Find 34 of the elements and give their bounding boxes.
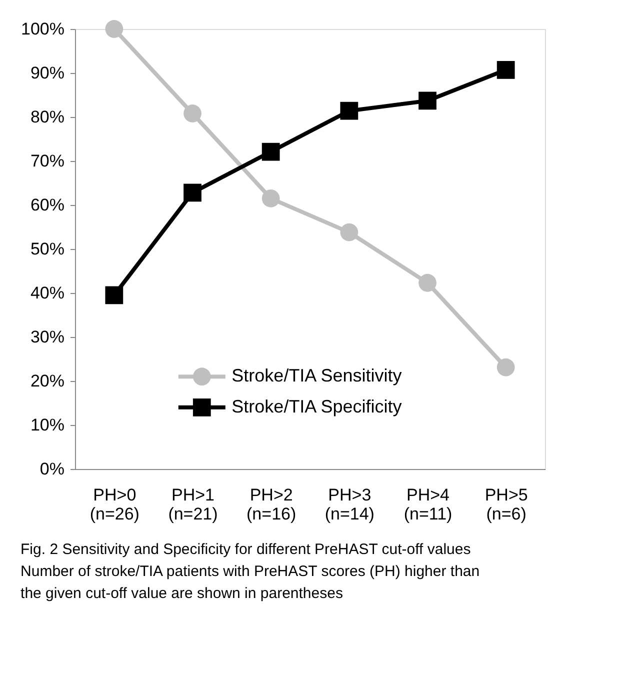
x-tick-label: PH>1 (n=21) — [168, 486, 218, 524]
x-tick-label: PH>2 (n=16) — [246, 486, 296, 524]
x-tick-label: PH>0 (n=26) — [90, 486, 140, 524]
point — [262, 189, 280, 208]
point — [184, 184, 202, 202]
y-tick-label: 100% — [21, 20, 64, 38]
point — [496, 60, 515, 79]
y-tick-label: 0% — [40, 460, 64, 478]
point — [262, 142, 280, 161]
y-tick-label: 90% — [30, 64, 64, 82]
point — [105, 286, 124, 304]
y-tick-label: 60% — [30, 196, 64, 214]
point — [105, 20, 124, 38]
point — [184, 104, 202, 122]
point — [340, 102, 358, 120]
point — [340, 223, 358, 242]
legend-label: Stroke/TIA Sensitivity — [232, 366, 402, 386]
legend-label: Stroke/TIA Specificity — [232, 396, 402, 416]
point — [418, 92, 436, 110]
x-tick-label: PH>3 (n=14) — [324, 486, 374, 524]
caption: Fig. 2 Sensitivity and Specificity for different PreHAST cut-off values — [20, 541, 471, 558]
y-tick-label: 40% — [30, 284, 64, 302]
x-tick-label: PH>4 (n=11) — [404, 486, 452, 524]
point — [496, 358, 515, 376]
y-tick-label: 70% — [30, 152, 64, 170]
y-tick-label: 30% — [30, 328, 64, 346]
y-tick-label: 80% — [30, 108, 64, 126]
text: Number of stroke/TIA patients with PreHAST scores (PH) higher than — [20, 563, 480, 580]
y-tick-label: 10% — [30, 416, 64, 434]
x-tick-label: PH>5 (n=6) — [484, 486, 528, 524]
y-tick-label: 50% — [30, 240, 64, 258]
point — [418, 274, 436, 292]
y-tick-label: 20% — [30, 372, 64, 390]
text: the given cut-off value are shown in parentheses — [20, 585, 343, 602]
